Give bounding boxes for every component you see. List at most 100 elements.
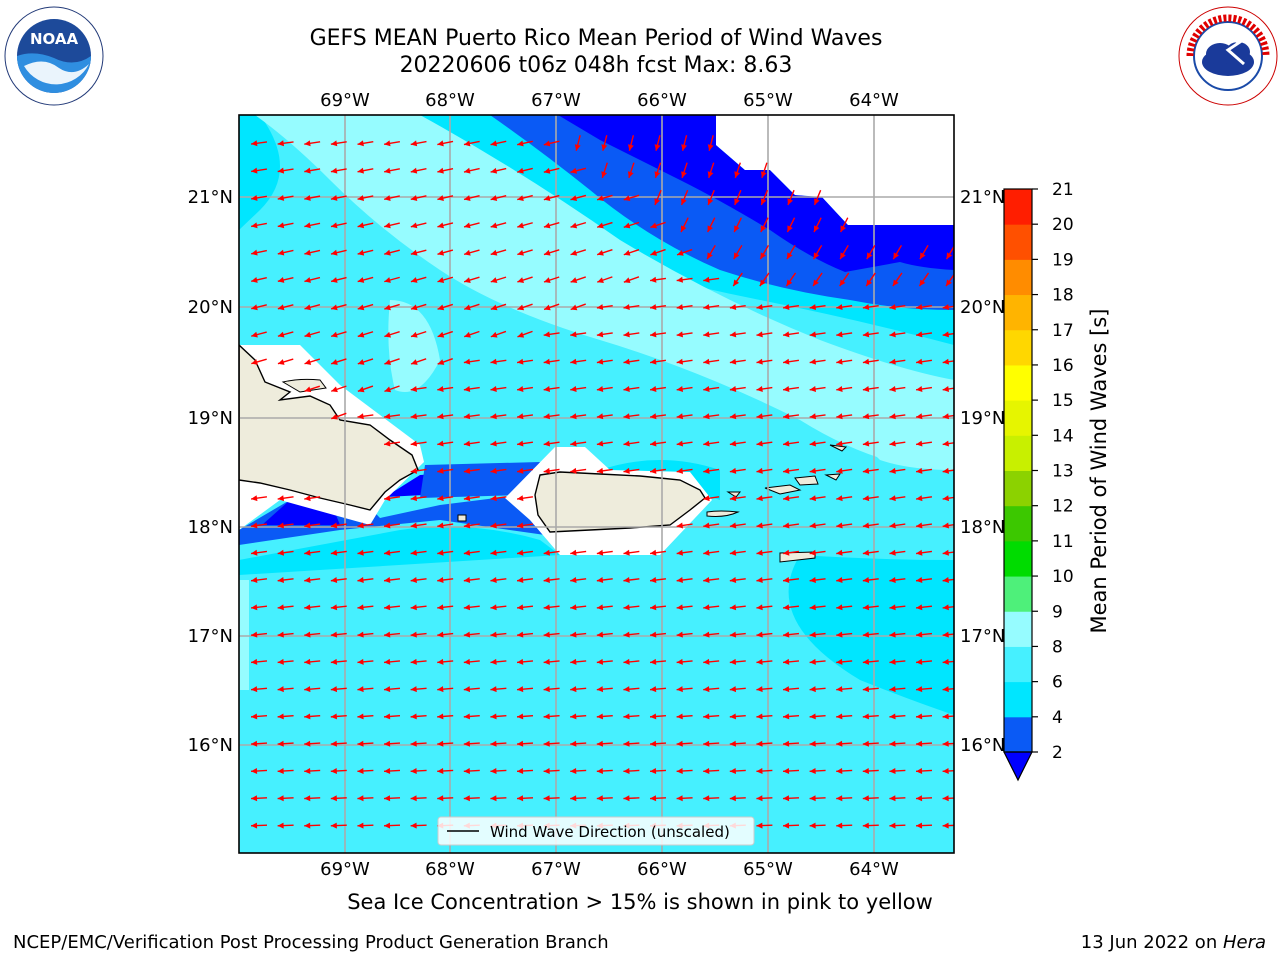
wind-arrow [517, 249, 533, 256]
wind-arrow [942, 358, 954, 365]
wind-arrow [756, 713, 773, 720]
wind-arrow [490, 303, 507, 311]
wind-arrow [596, 304, 613, 311]
wind-arrow [889, 522, 906, 529]
wind-arrow [250, 768, 268, 774]
wind-arrow [437, 740, 454, 747]
wind-arrow [410, 740, 427, 747]
wind-arrow [490, 495, 507, 502]
wind-arrow [250, 194, 268, 201]
lat-label-left: 16°N [188, 735, 233, 756]
wind-arrow [729, 549, 746, 556]
wind-arrow [330, 549, 347, 556]
wind-arrow [330, 249, 347, 256]
wind-arrow [490, 577, 507, 584]
wind-arrow [862, 604, 879, 611]
wind-arrow [490, 386, 507, 392]
lat-label-right: 16°N [960, 735, 1005, 756]
wind-arrow [915, 604, 933, 611]
wind-arrow [889, 740, 906, 747]
wind-arrow [517, 140, 533, 147]
wind-arrow [543, 740, 560, 747]
wind-arrow [410, 495, 427, 502]
wind-arrow [919, 244, 929, 260]
wind-arrow [809, 549, 826, 556]
wind-arrow [570, 713, 587, 720]
wind-arrow [732, 272, 743, 287]
colorbar-tick-label: 4 [1052, 708, 1063, 728]
wind-arrow [490, 768, 507, 774]
footer-branch: NCEP/EMC/Verification Post Processing Pr… [13, 932, 609, 953]
wind-arrow [733, 217, 742, 233]
wind-arrow [383, 686, 401, 693]
wind-arrow [490, 330, 507, 338]
wind-arrow [707, 162, 715, 179]
wind-arrow [756, 331, 773, 338]
wind-arrow [437, 604, 454, 611]
wind-arrow [543, 331, 560, 338]
wind-arrow [889, 495, 906, 502]
wind-arrow [649, 795, 667, 802]
wind-arrow [676, 768, 693, 774]
wind-arrow [330, 713, 347, 720]
wind-arrow [703, 358, 720, 365]
wind-arrow [649, 631, 667, 638]
wind-arrow [782, 822, 800, 829]
wind-arrow [915, 522, 933, 529]
wind-arrow [862, 304, 879, 311]
wind-arrow [330, 686, 347, 693]
wind-arrow [437, 795, 454, 802]
wind-arrow [889, 658, 906, 665]
wind-arrow [703, 795, 720, 802]
lon-label-bottom: 64°W [849, 859, 899, 880]
colorbar-segment [1004, 470, 1032, 507]
wind-arrow [809, 440, 826, 447]
wind-arrow [383, 522, 401, 529]
wind-arrow [596, 768, 613, 774]
wind-arrow [490, 413, 507, 420]
wind-arrow [437, 140, 454, 147]
wind-arrow [915, 467, 933, 474]
wind-arrow [357, 276, 374, 283]
wind-arrow [543, 658, 560, 665]
wind-arrow [862, 495, 879, 502]
wind-arrow [729, 440, 746, 447]
wind-arrow [277, 768, 294, 774]
wind-arrow [277, 276, 294, 283]
wind-arrow [676, 276, 693, 283]
wind-arrow [942, 413, 954, 420]
wind-arrow [570, 686, 587, 693]
wind-arrow [915, 386, 933, 392]
wind-arrow [437, 658, 454, 665]
wind-arrow [330, 195, 347, 201]
wind-arrow [596, 467, 613, 474]
wind-arrow [703, 658, 720, 665]
wind-arrow [570, 276, 587, 283]
wind-arrow [490, 658, 507, 665]
map-title: GEFS MEAN Puerto Rico Mean Period of Win… [309, 26, 883, 51]
wind-arrow [760, 217, 769, 233]
wind-arrow [623, 194, 640, 202]
wind-arrow [437, 386, 454, 392]
wind-arrow [543, 167, 560, 174]
wind-arrow [437, 549, 454, 556]
wind-arrow [836, 331, 853, 338]
wind-arrow [463, 604, 480, 611]
wind-arrow [330, 577, 347, 584]
wind-arrow [277, 304, 294, 311]
wind-arrow [942, 495, 954, 502]
wind-arrow [862, 413, 879, 420]
wind-arrow [517, 303, 533, 311]
wind-arrow [862, 549, 879, 556]
wind-arrow [623, 467, 640, 474]
wind-arrow [410, 413, 427, 420]
wind-arrow [889, 822, 906, 829]
wind-arrow [836, 413, 853, 420]
wind-arrow [649, 686, 667, 693]
wind-arrow [304, 195, 321, 201]
lon-label-top: 66°W [637, 90, 687, 111]
wind-arrow [942, 795, 954, 802]
wind-arrow [756, 495, 773, 502]
wind-arrow [383, 740, 401, 747]
wind-arrow [782, 522, 800, 529]
